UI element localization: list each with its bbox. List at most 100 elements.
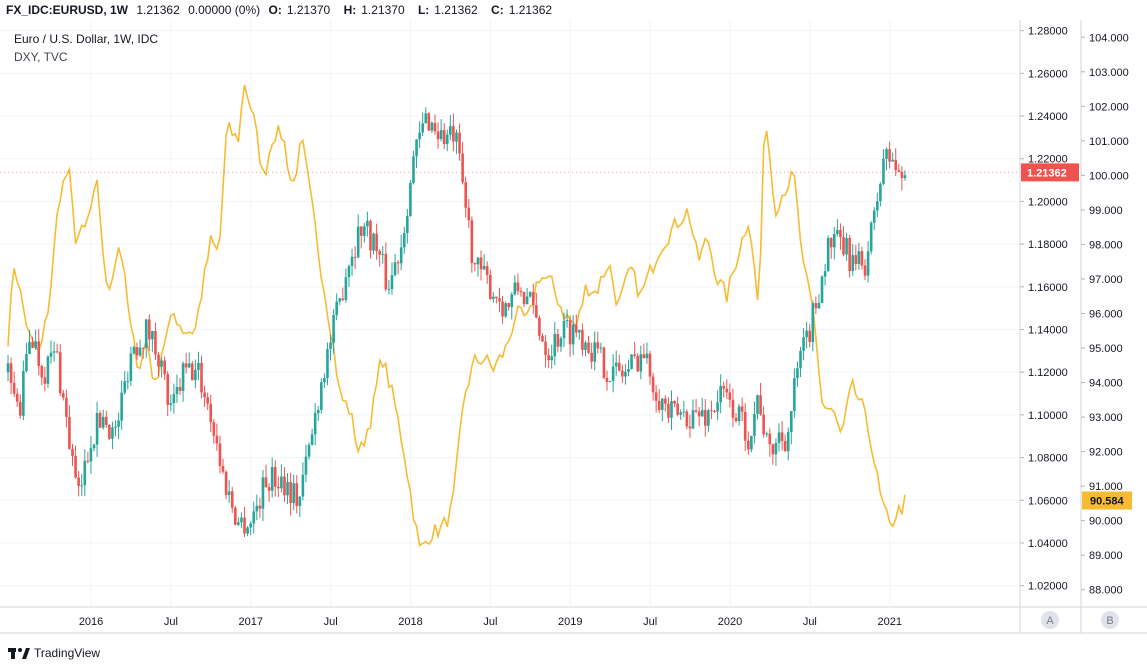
candle-body (817, 302, 821, 309)
candle-body (215, 435, 219, 444)
candle-body (384, 253, 388, 290)
candle-body (390, 275, 394, 290)
time-tick-label: Jul (803, 616, 817, 628)
candle-body (839, 229, 842, 238)
candle-body (805, 330, 808, 338)
candle-body (645, 353, 649, 359)
candle-body (891, 159, 894, 162)
candle-body (703, 410, 707, 426)
candle-body (46, 356, 50, 384)
candle-body (602, 347, 606, 378)
candle-body (80, 485, 84, 487)
candle-body (654, 392, 658, 401)
eurusd-tick-label: 1.02000 (1028, 581, 1068, 593)
candle-body (608, 380, 612, 382)
candle-body (531, 292, 535, 306)
candle-body (691, 410, 695, 429)
candle-body (882, 158, 885, 184)
low-value: 1.21362 (434, 3, 478, 17)
candle-body (848, 237, 851, 272)
candle-body (808, 330, 812, 342)
candle-body (538, 317, 541, 336)
dxy-tick-label: 102.000 (1089, 101, 1129, 113)
time-tick-label: 2020 (718, 616, 742, 628)
candle-body (565, 320, 569, 322)
candle-body (332, 315, 335, 343)
scale-a-button[interactable] (1041, 611, 1059, 629)
candle-body (492, 296, 495, 299)
candle-body (301, 474, 305, 497)
candle-body (277, 486, 280, 489)
candle-body (556, 333, 560, 347)
candle-body (255, 505, 259, 512)
candle-body (593, 342, 597, 362)
candle-body (845, 237, 848, 255)
candle-body (768, 433, 772, 445)
candle-body (697, 411, 701, 417)
dxy-last-label: 90.584 (1090, 496, 1125, 508)
candle-body (851, 255, 855, 272)
candle-body (728, 392, 732, 400)
candle-body (863, 265, 867, 276)
time-tick-label: Jul (164, 616, 178, 628)
candle-body (270, 467, 274, 491)
candle-body (559, 338, 563, 347)
candle-body (71, 448, 74, 456)
symbol-label[interactable]: FX_IDC:EURUSD, 1W (6, 3, 129, 17)
candle-body (740, 406, 744, 412)
dxy-tick-label: 95.000 (1089, 343, 1123, 355)
candle-body (903, 175, 907, 178)
candle-body (590, 352, 593, 362)
brand-label: TradingView (34, 646, 101, 660)
candle-body (141, 347, 145, 349)
time-tick-label: 2017 (239, 616, 263, 628)
price-change: 0.00000 (0%) (188, 3, 261, 17)
candle-body (25, 354, 28, 372)
close-value: 1.21362 (508, 3, 553, 17)
candle-body (734, 417, 738, 422)
candle-body (55, 351, 59, 353)
candle-body (710, 410, 713, 412)
candle-body (341, 298, 345, 300)
candle-body (664, 398, 667, 404)
tradingview-logo-icon (8, 648, 30, 659)
scale-b-label: B (1106, 615, 1113, 627)
time-tick-label: Jul (324, 616, 338, 628)
eurusd-last-badge (1021, 163, 1079, 182)
candle-body (123, 381, 127, 393)
candle-body (482, 266, 486, 270)
open-label: O: (268, 3, 282, 17)
candle-body (353, 256, 357, 258)
candle-body (280, 476, 283, 489)
candle-body (777, 432, 781, 443)
candle-body (246, 527, 249, 534)
candle-body (329, 342, 332, 349)
candle-body (399, 247, 403, 264)
time-tick-label: 2018 (398, 616, 422, 628)
candle-body (826, 237, 830, 272)
candle-body (157, 354, 160, 367)
candle-body (479, 257, 483, 270)
main-series-legend[interactable]: Euro / U.S. Dollar, 1W, IDC (14, 32, 159, 46)
candle-body (424, 113, 428, 124)
candle-body (464, 182, 467, 208)
compare-series-legend[interactable]: DXY, TVC (14, 50, 68, 64)
candle-body (667, 403, 670, 418)
candle-body (694, 410, 698, 412)
tradingview-brand[interactable]: TradingView (8, 646, 100, 660)
candle-body (657, 400, 661, 410)
candle-body (95, 413, 99, 445)
candle-body (160, 360, 163, 367)
dxy-last-badge (1082, 491, 1132, 510)
dxy-series-line (7, 85, 906, 547)
time-tick-label: Jul (483, 616, 497, 628)
candle-body (599, 347, 603, 349)
candle-body (230, 491, 234, 508)
candle-body (200, 362, 203, 393)
candle-body (507, 303, 510, 308)
candle-body (879, 183, 882, 202)
scale-b-button[interactable] (1101, 611, 1119, 629)
candle-body (547, 354, 550, 361)
candle-body (743, 411, 747, 441)
